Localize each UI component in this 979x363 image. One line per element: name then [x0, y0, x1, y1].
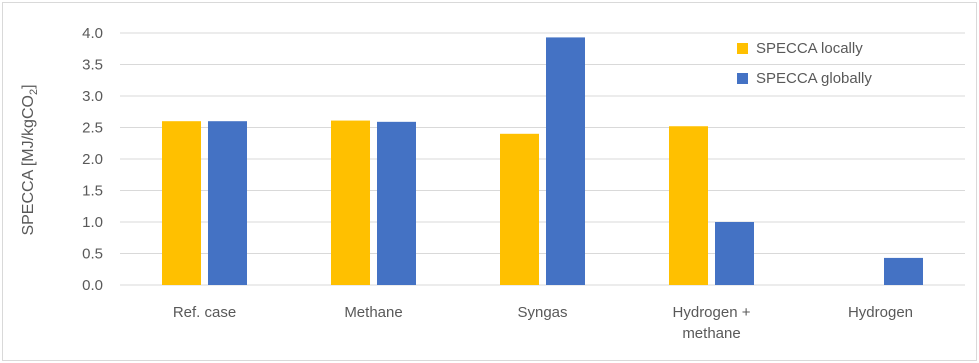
y-axis-label: SPECCA [MJ/kgCO2]	[20, 84, 40, 235]
bar-specca-locally	[500, 133, 539, 285]
category-label: Methane	[344, 304, 402, 321]
y-tick-label: 3.0	[82, 88, 103, 105]
y-tick-label: 2.5	[82, 120, 103, 137]
bar-specca-locally	[669, 126, 708, 286]
y-tick-label: 0.5	[82, 246, 103, 263]
category-label: Syngas	[517, 304, 567, 321]
y-tick-label: 0.0	[82, 277, 103, 294]
category-label: Ref. case	[173, 304, 236, 321]
y-tick-label: 1.5	[82, 183, 103, 200]
legend-swatch	[737, 43, 748, 54]
category-label: Hydrogen	[848, 304, 913, 321]
legend-label: SPECCA locally	[756, 40, 863, 57]
legend-swatch	[737, 73, 748, 84]
legend-label: SPECCA globally	[756, 70, 872, 87]
y-axis-label-end: ]	[20, 84, 37, 88]
y-tick-label: 4.0	[82, 25, 103, 42]
bar-specca-globally	[208, 121, 247, 285]
legend: SPECCA locally SPECCA globally	[737, 40, 872, 87]
bar-specca-globally	[546, 37, 585, 285]
bar-specca-globally	[715, 222, 754, 285]
gridlines	[120, 32, 965, 286]
y-axis-label-subscript: 2	[28, 89, 40, 95]
bar-specca-locally	[331, 120, 370, 285]
bars	[162, 37, 923, 286]
bar-specca-globally	[884, 257, 923, 285]
bar-specca-locally	[162, 121, 201, 285]
y-tick-label: 2.0	[82, 151, 103, 168]
bar-specca-globally	[377, 121, 416, 285]
y-tick-label: 1.0	[82, 214, 103, 231]
category-labels: Ref. case Methane Syngas Hydrogen + methane H…	[173, 304, 913, 342]
y-axis-label-main: SPECCA [MJ/kgCO	[20, 95, 37, 235]
category-label: Hydrogen + methane	[673, 304, 751, 342]
y-tick-labels: 0.0 0.5 1.0 1.5 2.0 2.5 3.0 3.5 4.0	[82, 25, 103, 294]
y-tick-label: 3.5	[82, 57, 103, 74]
